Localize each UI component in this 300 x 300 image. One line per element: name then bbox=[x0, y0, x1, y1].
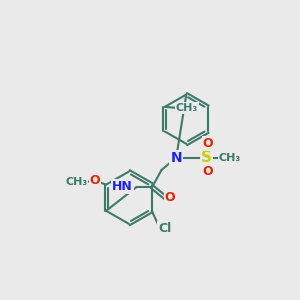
Text: O: O bbox=[89, 174, 100, 187]
Text: O: O bbox=[203, 165, 213, 178]
Text: N: N bbox=[170, 151, 182, 165]
Text: O: O bbox=[165, 191, 175, 204]
Text: Cl: Cl bbox=[158, 222, 171, 235]
Text: CH₃: CH₃ bbox=[219, 153, 241, 163]
Text: CH₃: CH₃ bbox=[65, 177, 87, 187]
Text: CH₃: CH₃ bbox=[176, 103, 198, 113]
Text: HN: HN bbox=[112, 180, 133, 194]
Text: S: S bbox=[201, 150, 212, 165]
Text: O: O bbox=[203, 137, 213, 150]
